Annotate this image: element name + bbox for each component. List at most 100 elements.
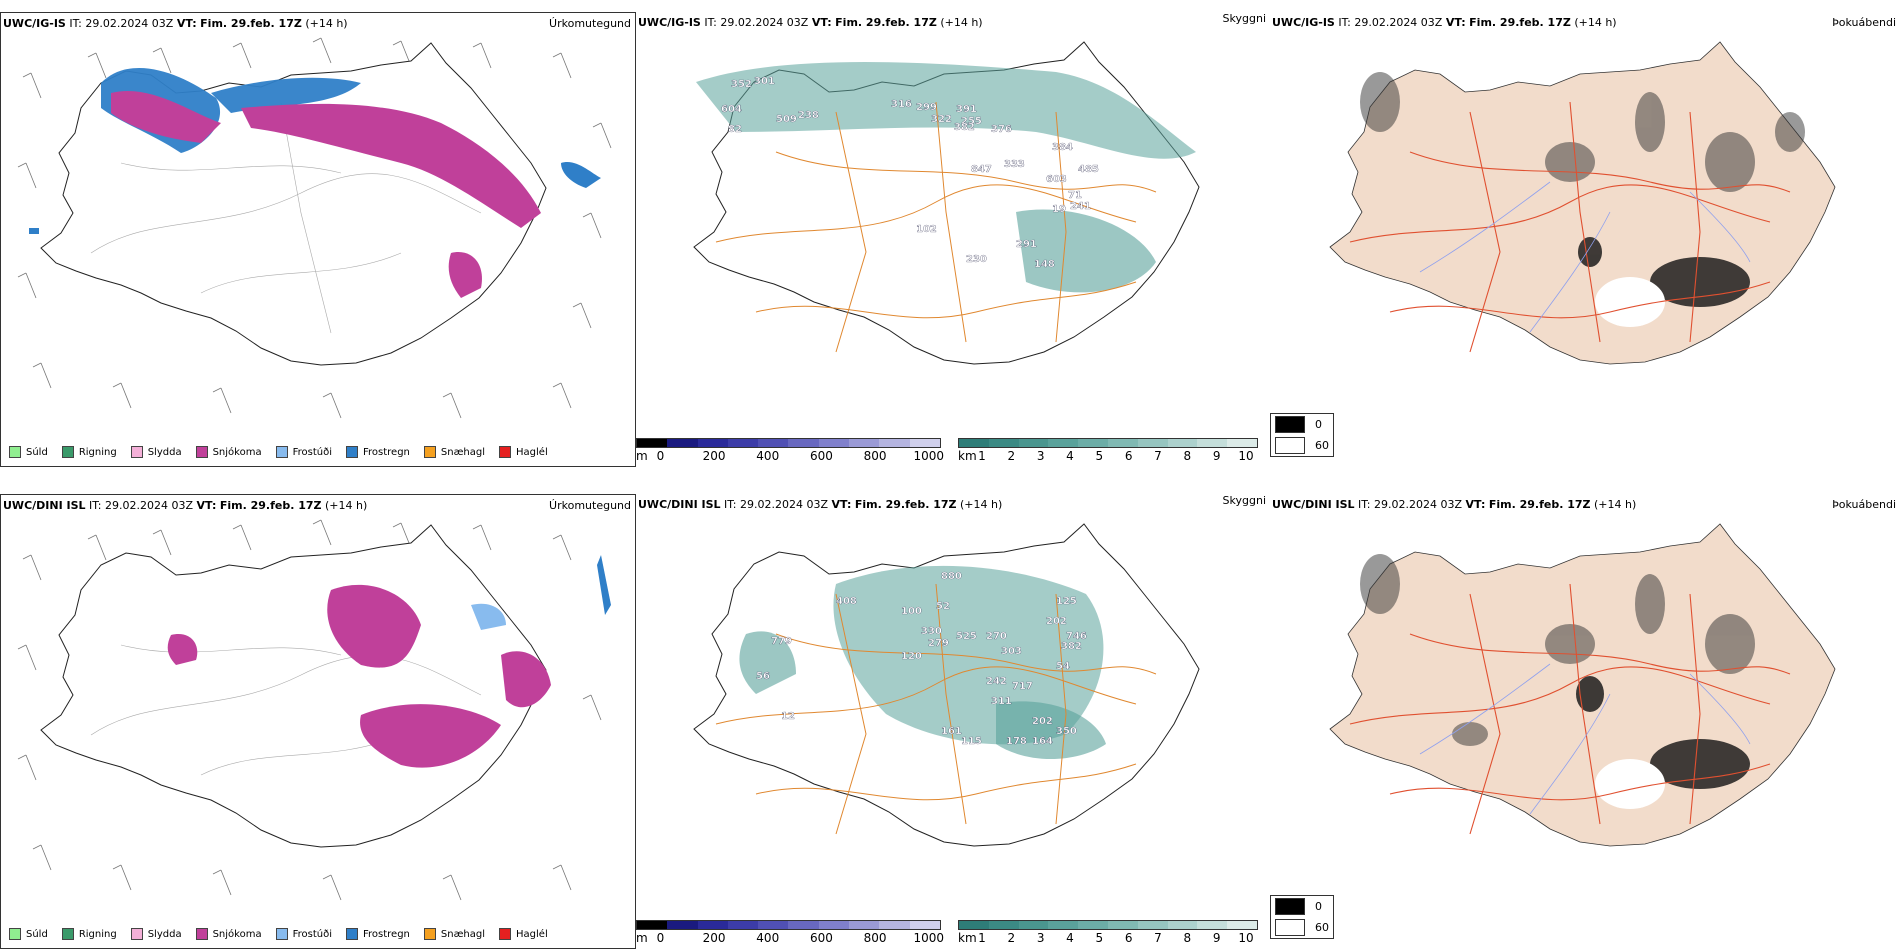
colorbar-tick: 5 bbox=[1095, 931, 1104, 945]
fog-legend: 0 60 bbox=[1270, 413, 1334, 457]
fog-low-swatch bbox=[1275, 919, 1305, 936]
vt-value: Fim. 29.feb. 17Z bbox=[1469, 16, 1571, 29]
iceland-precip-map bbox=[17, 519, 611, 901]
cloud-base-value: 120 bbox=[901, 651, 922, 662]
panel-title: Þokuábendi bbox=[1832, 16, 1896, 29]
panel-header: UWC/IG-IS IT: 29.02.2024 03Z VT: Fim. 29… bbox=[638, 16, 983, 29]
precip-panel-ig-is: UWC/IG-IS IT: 29.02.2024 03Z VT: Fim. 29… bbox=[0, 12, 636, 467]
fog-panel-dini-isl: UWC/DINI ISL IT: 29.02.2024 03Z VT: Fim.… bbox=[1270, 494, 1900, 947]
lead-time: (+14 h) bbox=[940, 16, 983, 29]
swatch-sudl bbox=[9, 928, 21, 940]
colorbar-tick: 4 bbox=[1066, 449, 1074, 463]
colorbar-tick: 3 bbox=[1036, 449, 1045, 463]
colorbar-segment bbox=[849, 439, 880, 447]
cloud-base-value: 847 bbox=[971, 164, 992, 175]
colorbar-segment bbox=[788, 921, 819, 929]
it-label: IT: bbox=[704, 16, 717, 29]
legend-item: Slydda bbox=[130, 446, 182, 458]
cloud-base-value: 52 bbox=[936, 601, 950, 612]
colorbar-tick: 6 bbox=[1124, 449, 1133, 463]
cloud-base-value: 202 bbox=[1046, 616, 1067, 627]
colorbar-segment bbox=[909, 921, 940, 929]
cloud-base-value: 230 bbox=[966, 254, 987, 265]
vt-label: VT: bbox=[196, 499, 217, 512]
legend-item: Rigning bbox=[61, 446, 117, 458]
visibility-colorbar: km 1 2 3 4 5 6 7 8 9 10 bbox=[958, 920, 1258, 945]
colorbar-segment bbox=[727, 439, 759, 447]
vt-value: Fim. 29.feb. 17Z bbox=[835, 16, 937, 29]
colorbar-tick: 1000 bbox=[913, 449, 945, 463]
panel-header: UWC/DINI ISL IT: 29.02.2024 03Z VT: Fim.… bbox=[638, 498, 1002, 511]
swatch-slydda bbox=[130, 446, 143, 458]
cloud-base-value: 408 bbox=[836, 596, 857, 607]
it-value: 29.02.2024 03Z bbox=[720, 16, 809, 29]
cloud-base-value: 603 bbox=[1046, 174, 1067, 185]
colorbar-segment bbox=[988, 439, 1019, 447]
cloud-base-value: 161 bbox=[941, 726, 962, 737]
panel-header: UWC/DINI ISL IT: 29.02.2024 03Z VT: Fim.… bbox=[1272, 498, 1636, 511]
colorbar-tick: 600 bbox=[809, 449, 833, 463]
cloud-base-value: 164 bbox=[1032, 736, 1053, 747]
lead-time: (+14 h) bbox=[325, 499, 368, 512]
colorbar-segment bbox=[1018, 921, 1049, 929]
cloud-base-value: 178 bbox=[1006, 736, 1027, 747]
cloud-base-value: 525 bbox=[956, 631, 977, 642]
panel-title: Skyggni bbox=[1222, 494, 1266, 507]
colorbar-segment bbox=[959, 921, 989, 929]
cloud-base-value: 316 bbox=[891, 99, 912, 110]
cloud-base-value: 100 bbox=[901, 606, 922, 617]
it-label: IT: bbox=[89, 499, 102, 512]
cloud-base-value: 125 bbox=[1056, 596, 1077, 607]
cloud-base-value: 382 bbox=[1061, 641, 1082, 652]
cloud-base-value: 270 bbox=[986, 631, 1007, 642]
lead-time: (+14 h) bbox=[1594, 498, 1637, 511]
cloud-base-value: 333 bbox=[1004, 159, 1025, 170]
model-name: UWC/IG-IS bbox=[3, 17, 66, 30]
it-value: 29.02.2024 03Z bbox=[105, 499, 194, 512]
cloud-base-value: 322 bbox=[931, 114, 952, 125]
legend-item: Snæhagl bbox=[423, 446, 485, 458]
panel-title: Skyggni bbox=[1222, 12, 1266, 25]
iceland-fog-map bbox=[1329, 523, 1836, 847]
colorbar-tick: 1 bbox=[978, 931, 986, 945]
legend-item: Frostregn bbox=[346, 446, 410, 458]
colorbar-tick: 1000 bbox=[913, 931, 945, 945]
cloud-base-value: 202 bbox=[1032, 716, 1053, 727]
colorbar-tick: 6 bbox=[1124, 931, 1133, 945]
cloud-base-value: 391 bbox=[956, 104, 977, 115]
fog-low-swatch bbox=[1275, 437, 1305, 454]
model-name: UWC/DINI ISL bbox=[1272, 498, 1355, 511]
panel-header: UWC/IG-IS IT: 29.02.2024 03Z VT: Fim. 29… bbox=[1272, 16, 1617, 29]
cloud-base-value: 880 bbox=[941, 571, 962, 582]
swatch-frostudi bbox=[275, 928, 288, 940]
swatch-snjokoma bbox=[195, 928, 208, 940]
model-name: UWC/DINI ISL bbox=[3, 499, 86, 512]
cloud-base-bar bbox=[636, 920, 941, 930]
colorbar-tick: 0 bbox=[656, 449, 665, 463]
vt-value: Fim. 29.feb. 17Z bbox=[1488, 498, 1591, 511]
colorbar-segment bbox=[959, 439, 989, 447]
iceland-cloud-map: 408 779 56 12 880 100 52 330 525 279 120 270 303 125 2… bbox=[693, 523, 1200, 847]
cloud-base-value: 241 bbox=[1070, 201, 1091, 212]
swatch-snaehagl bbox=[423, 928, 436, 940]
colorbar-segment bbox=[1137, 921, 1168, 929]
it-value: 29.02.2024 03Z bbox=[1374, 498, 1463, 511]
colorbar-segment bbox=[818, 921, 850, 929]
model-name: UWC/DINI ISL bbox=[638, 498, 721, 511]
colorbar-segment bbox=[879, 921, 910, 929]
cloud-base-value: 56 bbox=[756, 671, 770, 682]
swatch-rigning bbox=[61, 446, 74, 458]
swatch-frostregn bbox=[346, 928, 358, 940]
colorbar-segment bbox=[1167, 921, 1198, 929]
cloud-base-value: 71 bbox=[1068, 190, 1082, 201]
it-label: IT: bbox=[69, 17, 82, 30]
cloud-base-value: 19 bbox=[1052, 204, 1066, 215]
cloud-base-value: 376 bbox=[991, 124, 1012, 135]
colorbar-unit: km bbox=[958, 931, 977, 945]
model-name: UWC/IG-IS bbox=[1272, 16, 1335, 29]
lead-time: (+14 h) bbox=[960, 498, 1003, 511]
cloud-base-value: 779 bbox=[771, 636, 792, 647]
colorbar-unit: m bbox=[636, 449, 648, 463]
colorbar-tick: 400 bbox=[756, 449, 780, 463]
cloud-base-value: 279 bbox=[928, 638, 949, 649]
